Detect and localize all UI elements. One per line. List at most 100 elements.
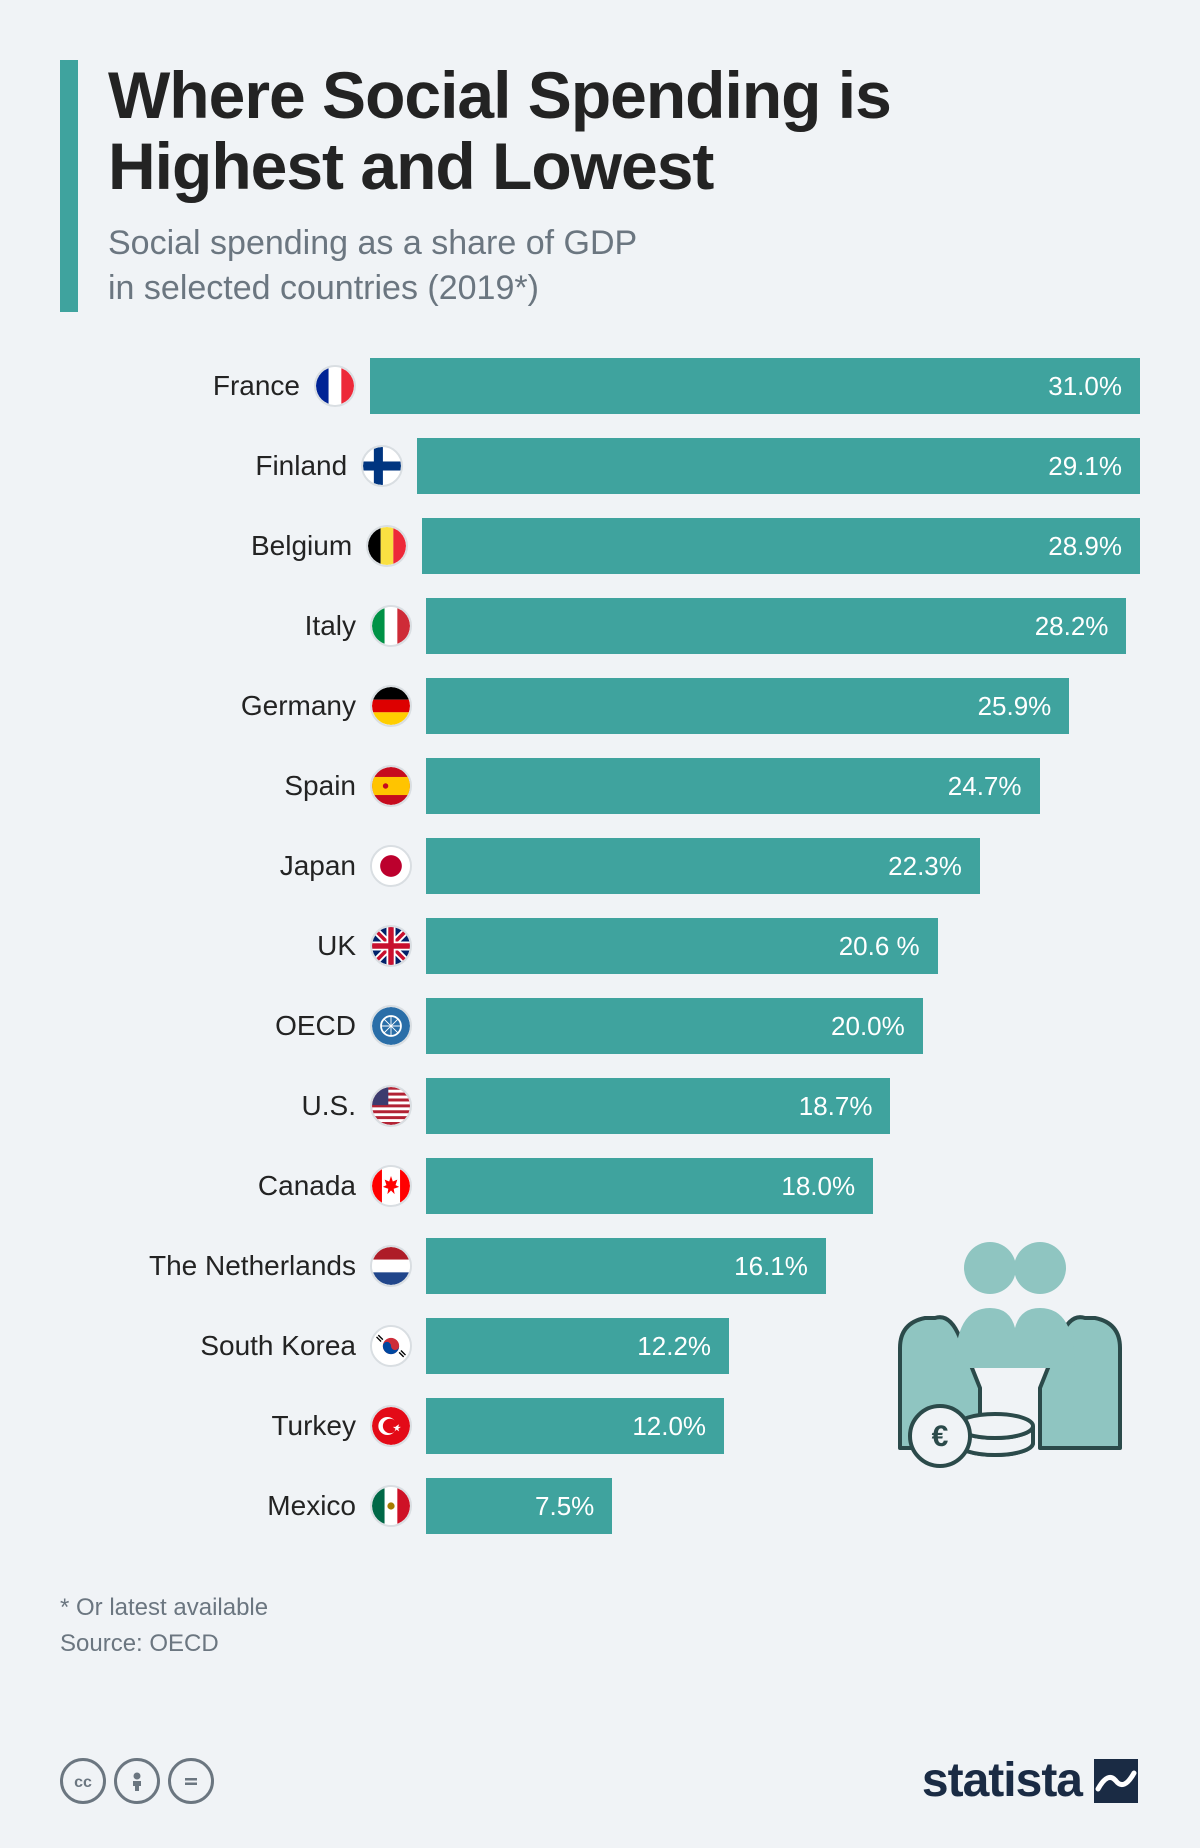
bar-value-label: 28.2% — [1035, 611, 1109, 642]
bar-value-label: 22.3% — [888, 851, 962, 882]
hands-people-coins-icon: € — [880, 1208, 1140, 1468]
bar-value-label: 12.2% — [637, 1331, 711, 1362]
bar-track: 28.2% — [426, 598, 1140, 654]
subtitle-line-1: Social spending as a share of GDP — [108, 224, 637, 262]
country-label: Spain — [60, 770, 370, 802]
title-block: Where Social Spending is Highest and Low… — [108, 60, 1140, 312]
us-flag-icon — [370, 1085, 412, 1127]
spain-flag-icon — [370, 765, 412, 807]
chart-title: Where Social Spending is Highest and Low… — [108, 60, 1140, 203]
bar: 18.0% — [426, 1158, 873, 1214]
bar-value-label: 20.6 % — [839, 931, 920, 962]
country-label: Italy — [60, 610, 370, 642]
bar-value-label: 25.9% — [978, 691, 1052, 722]
country-label: OECD — [60, 1010, 370, 1042]
subtitle-line-2: in selected countries (2019*) — [108, 269, 539, 307]
bar-track: 24.7% — [426, 758, 1140, 814]
bar: 20.0% — [426, 998, 923, 1054]
netherlands-flag-icon — [370, 1245, 412, 1287]
bar-value-label: 18.7% — [799, 1091, 873, 1122]
bar-track: 31.0% — [370, 358, 1140, 414]
belgium-flag-icon — [366, 525, 408, 567]
bar: 20.6 % — [426, 918, 938, 974]
bar-track: 20.0% — [426, 998, 1140, 1054]
country-label: Canada — [60, 1170, 370, 1202]
bar-row: UK 20.6 % — [60, 912, 1140, 980]
bar: 18.7% — [426, 1078, 890, 1134]
footnote: * Or latest available Source: OECD — [60, 1590, 1140, 1662]
bar-row: U.S. 18.7% — [60, 1072, 1140, 1140]
bar: 28.9% — [422, 518, 1140, 574]
bar-row: Finland 29.1% — [60, 432, 1140, 500]
france-flag-icon — [314, 365, 356, 407]
italy-flag-icon — [370, 605, 412, 647]
cc-icon: cc — [60, 1758, 106, 1804]
bar: 12.2% — [426, 1318, 729, 1374]
bar-track: 20.6 % — [426, 918, 1140, 974]
footnote-source: Source: OECD — [60, 1626, 1140, 1662]
bar: 12.0% — [426, 1398, 724, 1454]
brand-wave-icon — [1092, 1757, 1140, 1805]
country-label: South Korea — [60, 1330, 370, 1362]
header-block: Where Social Spending is Highest and Low… — [60, 60, 1140, 312]
cc-license-icons: cc — [60, 1758, 214, 1804]
country-label: Germany — [60, 690, 370, 722]
bar: 24.7% — [426, 758, 1040, 814]
nd-icon — [168, 1758, 214, 1804]
accent-bar — [60, 60, 78, 312]
svg-text:€: € — [932, 1420, 949, 1453]
germany-flag-icon — [370, 685, 412, 727]
bar-row: Mexico 7.5% — [60, 1472, 1140, 1540]
footnote-asterisk: * Or latest available — [60, 1590, 1140, 1626]
bar: 7.5% — [426, 1478, 612, 1534]
bar: 25.9% — [426, 678, 1069, 734]
oecd-flag-icon — [370, 1005, 412, 1047]
bar-row: Germany 25.9% — [60, 672, 1140, 740]
by-icon — [114, 1758, 160, 1804]
chart-subtitle: Social spending as a share of GDP in sel… — [108, 221, 1140, 313]
bar: 31.0% — [370, 358, 1140, 414]
bar: 29.1% — [417, 438, 1140, 494]
turkey-flag-icon — [370, 1405, 412, 1447]
bar-row: Italy 28.2% — [60, 592, 1140, 660]
japan-flag-icon — [370, 845, 412, 887]
canada-flag-icon — [370, 1165, 412, 1207]
bar-row: Japan 22.3% — [60, 832, 1140, 900]
brand-text: statista — [922, 1753, 1082, 1808]
bar-track: 18.0% — [426, 1158, 1140, 1214]
finland-flag-icon — [361, 445, 403, 487]
country-label: Belgium — [60, 530, 366, 562]
bar-row: Spain 24.7% — [60, 752, 1140, 820]
mexico-flag-icon — [370, 1485, 412, 1527]
country-label: The Netherlands — [60, 1250, 370, 1282]
bar-track: 22.3% — [426, 838, 1140, 894]
bar-row: Belgium 28.9% — [60, 512, 1140, 580]
bar-track: 7.5% — [426, 1478, 1140, 1534]
country-label: U.S. — [60, 1090, 370, 1122]
country-label: Japan — [60, 850, 370, 882]
country-label: Mexico — [60, 1490, 370, 1522]
bar-value-label: 24.7% — [948, 771, 1022, 802]
country-label: Finland — [60, 450, 361, 482]
footer: cc statista — [0, 1753, 1200, 1848]
bar-value-label: 28.9% — [1048, 531, 1122, 562]
bar: 22.3% — [426, 838, 980, 894]
country-label: UK — [60, 930, 370, 962]
uk-flag-icon — [370, 925, 412, 967]
country-label: France — [60, 370, 314, 402]
bar-value-label: 16.1% — [734, 1251, 808, 1282]
svg-text:cc: cc — [74, 1774, 92, 1791]
brand-logo: statista — [922, 1753, 1140, 1808]
bar-track: 28.9% — [422, 518, 1140, 574]
bar-value-label: 29.1% — [1048, 451, 1122, 482]
bar-track: 18.7% — [426, 1078, 1140, 1134]
bar-value-label: 12.0% — [632, 1411, 706, 1442]
bar-row: OECD 20.0% — [60, 992, 1140, 1060]
bar-value-label: 20.0% — [831, 1011, 905, 1042]
bar-track: 25.9% — [426, 678, 1140, 734]
bar-value-label: 7.5% — [535, 1491, 594, 1522]
country-label: Turkey — [60, 1410, 370, 1442]
bar-track: 29.1% — [417, 438, 1140, 494]
bar-value-label: 18.0% — [781, 1171, 855, 1202]
southkorea-flag-icon — [370, 1325, 412, 1367]
